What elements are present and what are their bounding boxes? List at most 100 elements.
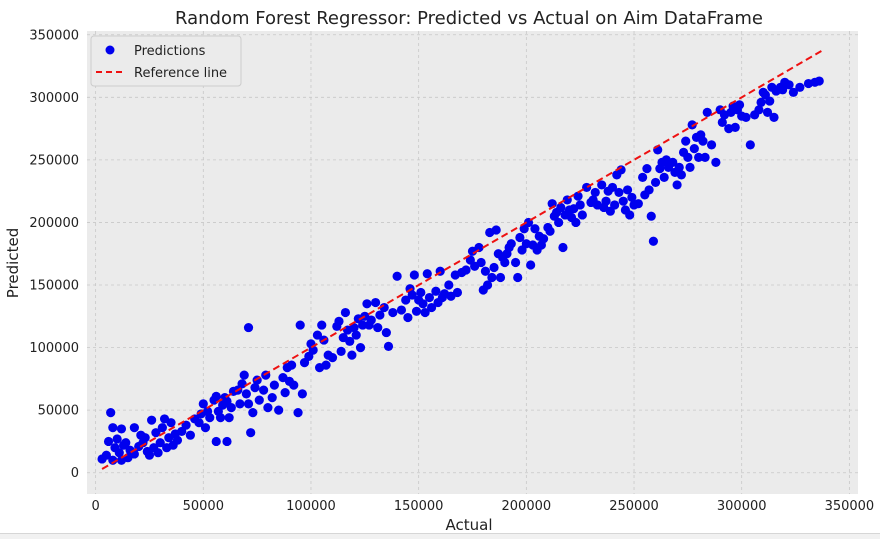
y-tick-label: 50000 [38,404,79,419]
data-point [263,403,273,413]
data-point [554,217,564,228]
data-point [375,310,385,320]
data-point [347,350,357,360]
data-point [683,152,693,162]
data-point [147,415,157,425]
data-point [396,305,407,315]
data-point [482,280,493,290]
y-tick-label: 100000 [29,341,79,356]
data-point [638,172,648,183]
data-point [403,312,413,323]
data-point [698,136,708,146]
axes: 0 50000 100000 150000 200000 250000 300000 3500… [29,28,874,514]
data-point [295,320,305,330]
data-point [370,297,381,308]
data-point [366,315,376,325]
data-point [101,450,111,460]
data-point [506,239,516,249]
data-point [495,272,506,283]
data-point [633,199,643,209]
data-point [431,286,441,296]
x-axis-label: Actual [446,516,493,533]
data-point [426,302,437,313]
data-point [590,187,600,198]
data-point [614,187,624,198]
y-axis-label: Predicted [4,228,22,298]
data-point [784,80,794,90]
x-tick-label: 250000 [609,499,659,514]
data-point [198,399,208,409]
data-point [258,385,269,395]
data-point [108,423,118,433]
data-point [248,408,258,418]
data-point [745,140,755,150]
data-point [734,100,745,110]
data-point [702,107,712,117]
y-tick-label: 150000 [29,279,79,294]
data-point [741,112,751,122]
data-point [418,299,428,309]
data-point [558,242,568,253]
data-point [765,96,775,106]
data-point [795,82,805,92]
data-point [297,389,307,399]
x-tick-label: 0 [91,499,99,514]
data-point [327,353,338,363]
data-point [422,269,432,279]
data-point [476,257,486,268]
data-point [181,420,191,430]
data-point [211,436,221,447]
data-point [140,433,150,443]
data-point [239,370,249,380]
data-point [172,435,183,445]
data-point [205,413,215,423]
data-point [129,423,139,433]
data-point [577,210,587,220]
data-point [274,405,284,415]
data-point [224,413,234,423]
data-point [648,236,659,246]
x-tick-label: 200000 [502,499,552,514]
data-point [642,164,652,174]
data-point [754,105,764,115]
data-point [717,117,727,127]
data-point [515,232,525,243]
data-point [250,383,260,393]
x-tick-label: 150000 [394,499,444,514]
data-point [155,438,165,448]
data-point [676,170,687,180]
data-point [312,330,323,340]
data-point [151,428,161,438]
data-point [215,413,226,423]
data-point [538,234,549,244]
data-point [627,192,637,203]
data-point [286,360,297,370]
data-point [349,322,359,333]
data-point [340,307,351,318]
data-point [293,408,303,418]
data-point [706,140,717,150]
data-point [762,107,773,117]
data-point [601,196,611,206]
data-point [409,270,419,280]
data-point [355,342,366,353]
data-point [545,226,555,236]
data-point [571,217,581,228]
y-tick-label: 0 [71,466,79,481]
data-point [166,418,176,428]
data-point [730,122,740,132]
data-point [622,185,633,195]
data-point [308,345,318,355]
chart-title: Random Forest Regressor: Predicted vs Ac… [175,8,763,29]
data-point [106,408,116,418]
x-tick-label: 300000 [717,499,767,514]
data-point [681,136,691,146]
data-point [317,320,327,330]
data-point [112,434,122,444]
data-point [526,260,536,270]
data-point [200,423,211,433]
data-point [474,242,484,253]
data-point [424,292,435,303]
